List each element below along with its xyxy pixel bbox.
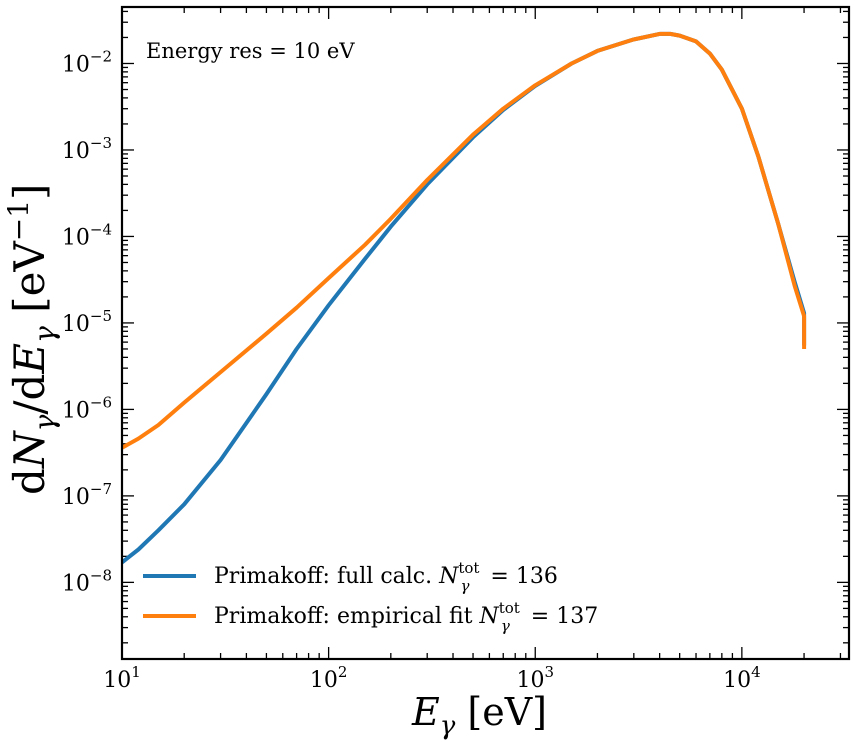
series-line-full-calc bbox=[120, 31, 807, 564]
x-axis-title: Eγ [eV] bbox=[411, 690, 547, 741]
x-tick-label: 103 bbox=[516, 663, 554, 693]
x-tick-label: 104 bbox=[723, 663, 761, 693]
energy-resolution-annotation: Energy res = 10 eV bbox=[146, 39, 355, 63]
legend-entry: Primakoff: full calc. Ntot γ = 136 bbox=[214, 559, 558, 595]
x-tick-label: 102 bbox=[310, 663, 348, 693]
y-tick-label: 10−4 bbox=[62, 220, 112, 250]
y-tick-labels: 10−2 10−3 10−4 10−5 10−6 10−7 10−8 bbox=[62, 47, 112, 596]
x-tick-label: 101 bbox=[103, 663, 141, 693]
y-axis-title: dNγ/dEγ [eV−1] bbox=[2, 184, 61, 495]
y-tick-label: 10−6 bbox=[62, 393, 112, 423]
y-tick-label: 10−8 bbox=[62, 566, 112, 596]
y-tick-label: 10−3 bbox=[62, 134, 112, 164]
series-lines bbox=[120, 31, 807, 564]
x-tick-labels: 101 102 103 104 bbox=[103, 663, 760, 693]
plot-frame bbox=[120, 5, 851, 661]
legend-entry: Primakoff: empirical fit Ntot γ = 137 bbox=[214, 599, 598, 635]
legend: Primakoff: full calc. Ntot γ = 136 Primako… bbox=[143, 559, 598, 635]
y-tick-label: 10−7 bbox=[62, 480, 112, 510]
series-line-empirical-fit bbox=[121, 31, 807, 450]
y-tick-label: 10−2 bbox=[62, 47, 112, 77]
y-tick-label: 10−5 bbox=[62, 307, 112, 337]
